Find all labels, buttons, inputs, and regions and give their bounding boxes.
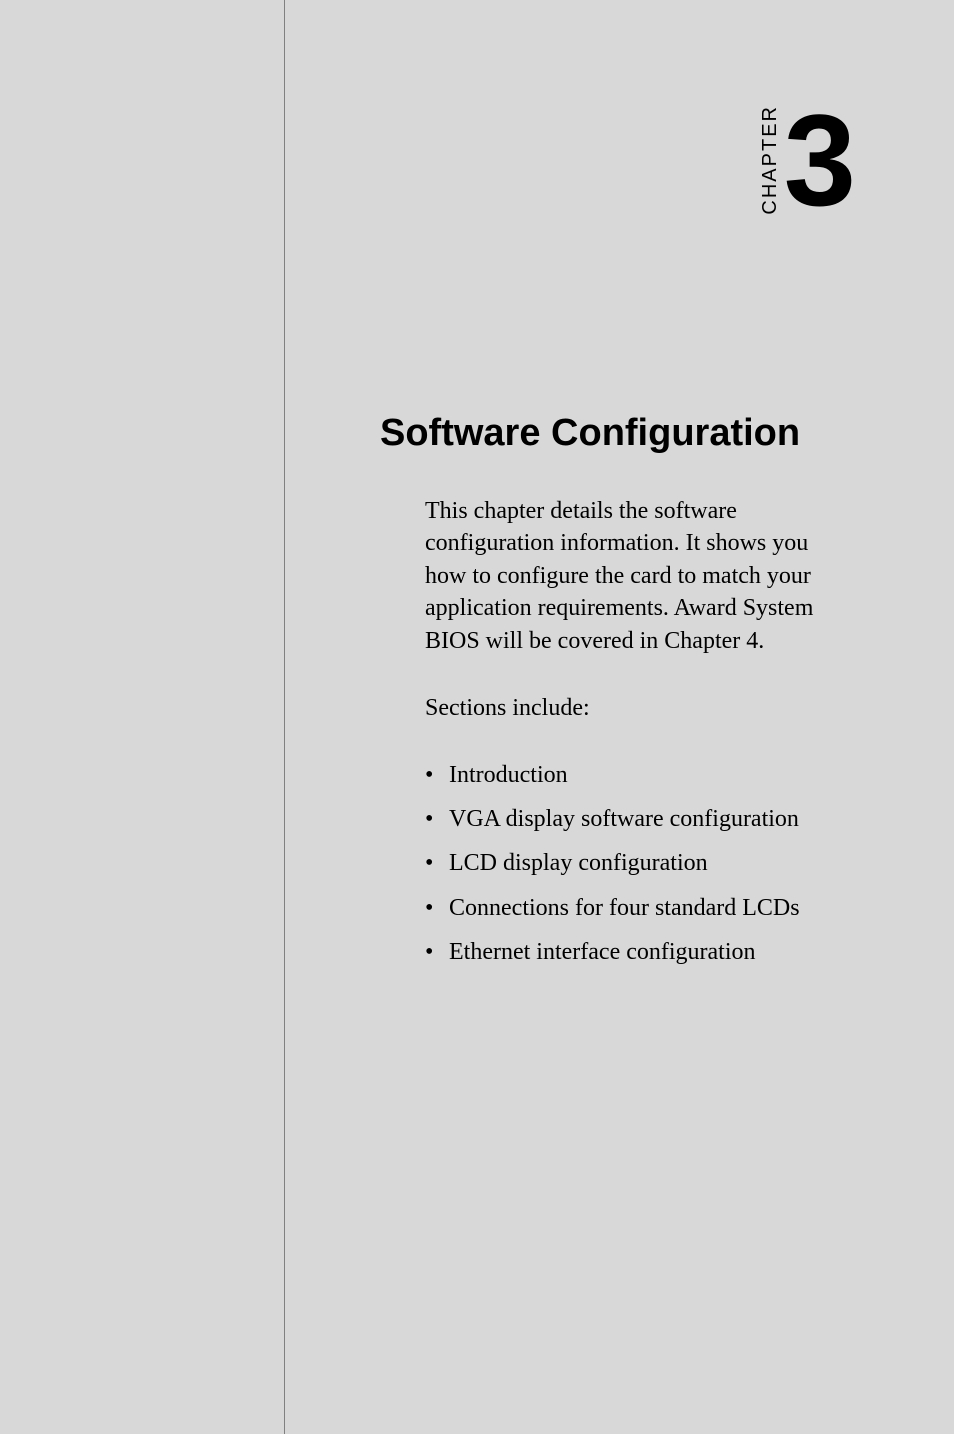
chapter-title: Software Configuration [380,412,800,455]
list-item: LCD display configuration [425,848,885,879]
list-item: VGA display software configuration [425,804,885,835]
list-item: Ethernet interface configuration [425,937,885,968]
sections-label: Sections include: [425,695,590,722]
chapter-header: CHAPTER 3 [759,95,856,225]
vertical-divider [284,0,285,1434]
intro-paragraph: This chapter details the software config… [425,495,855,657]
sections-list: Introduction VGA display software config… [425,760,885,981]
list-item: Connections for four standard LCDs [425,893,885,924]
chapter-label: CHAPTER [759,105,782,215]
list-item: Introduction [425,760,885,791]
chapter-number: 3 [784,95,856,225]
